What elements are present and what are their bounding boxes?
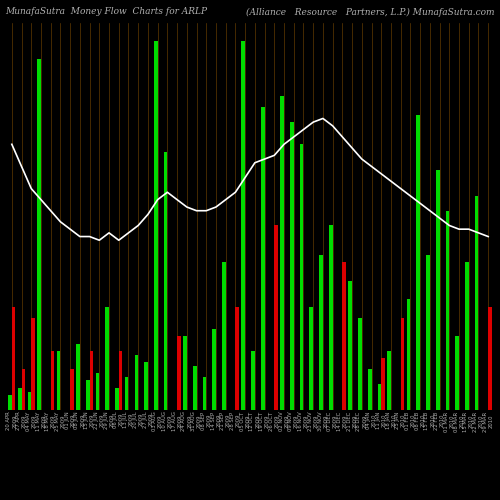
Bar xyxy=(319,255,323,410)
Bar xyxy=(193,366,196,410)
Bar xyxy=(242,41,245,410)
Bar xyxy=(426,255,430,410)
Bar xyxy=(154,41,158,410)
Bar xyxy=(8,395,12,410)
Text: MunafaSutra  Money Flow  Charts for ARLP: MunafaSutra Money Flow Charts for ARLP xyxy=(5,8,207,16)
Bar xyxy=(119,351,122,410)
Bar xyxy=(212,329,216,410)
Bar xyxy=(106,306,109,410)
Bar xyxy=(400,318,404,410)
Bar xyxy=(381,358,385,410)
Bar xyxy=(164,152,168,410)
Bar xyxy=(236,306,239,410)
Bar xyxy=(378,384,382,410)
Bar xyxy=(222,262,226,410)
Text: (Alliance   Resource   Partners, L.P.) MunafaSutra.com: (Alliance Resource Partners, L.P.) Munaf… xyxy=(246,8,495,16)
Bar xyxy=(183,336,187,410)
Bar xyxy=(388,351,391,410)
Bar xyxy=(86,380,90,410)
Bar xyxy=(329,226,332,410)
Bar xyxy=(22,370,25,410)
Bar xyxy=(70,370,74,410)
Bar xyxy=(300,144,304,410)
Bar xyxy=(488,306,492,410)
Bar xyxy=(436,170,440,410)
Bar xyxy=(90,351,94,410)
Bar xyxy=(446,210,450,410)
Bar xyxy=(115,388,119,410)
Bar xyxy=(96,373,100,410)
Bar xyxy=(416,115,420,410)
Bar xyxy=(76,344,80,410)
Bar xyxy=(348,281,352,410)
Bar xyxy=(310,306,313,410)
Bar xyxy=(280,96,284,410)
Bar xyxy=(50,351,54,410)
Bar xyxy=(475,196,478,410)
Bar xyxy=(342,262,346,410)
Bar xyxy=(134,354,138,410)
Bar xyxy=(12,306,16,410)
Bar xyxy=(18,388,22,410)
Bar xyxy=(251,351,255,410)
Bar xyxy=(274,226,278,410)
Bar xyxy=(456,336,459,410)
Bar xyxy=(202,377,206,410)
Bar xyxy=(56,351,60,410)
Bar xyxy=(261,108,264,410)
Bar xyxy=(290,122,294,410)
Bar xyxy=(28,392,31,410)
Bar xyxy=(368,370,372,410)
Bar xyxy=(177,336,181,410)
Bar xyxy=(125,377,128,410)
Bar xyxy=(406,300,410,410)
Bar xyxy=(465,262,469,410)
Bar xyxy=(144,362,148,410)
Bar xyxy=(358,318,362,410)
Bar xyxy=(31,318,35,410)
Bar xyxy=(38,60,41,410)
